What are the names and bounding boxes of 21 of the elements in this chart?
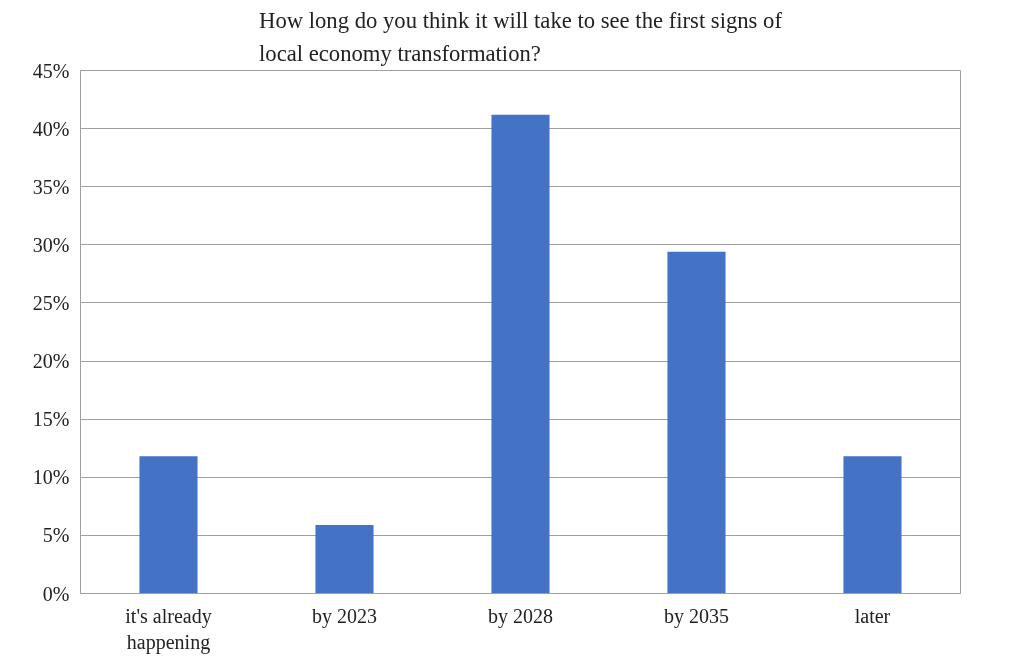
y-tick-label: 45% — [32, 59, 70, 82]
y-tick-label: 10% — [32, 466, 70, 489]
bar — [315, 524, 374, 594]
y-tick-label: 15% — [32, 408, 70, 431]
x-tick-label: later — [854, 604, 891, 627]
y-tick-label: 30% — [32, 233, 70, 256]
y-tick-label: 0% — [42, 582, 70, 605]
y-tick-label: 35% — [32, 175, 70, 198]
x-tick-label: by 2035 — [664, 604, 729, 628]
bar — [139, 456, 198, 594]
y-tick-label: 5% — [42, 524, 70, 547]
y-tick-label: 40% — [32, 117, 70, 140]
y-tick-label: 25% — [32, 291, 70, 314]
bar — [667, 251, 726, 594]
x-tick-label: by 2028 — [488, 604, 553, 628]
bar — [843, 456, 902, 594]
bar — [491, 114, 550, 594]
y-tick-label: 20% — [32, 350, 70, 373]
x-tick-label: it's already happening — [125, 604, 212, 654]
chart-title: How long do you think it will take to see the first signs of local economy transformation? — [259, 8, 783, 66]
x-tick-label: by 2023 — [312, 604, 377, 628]
